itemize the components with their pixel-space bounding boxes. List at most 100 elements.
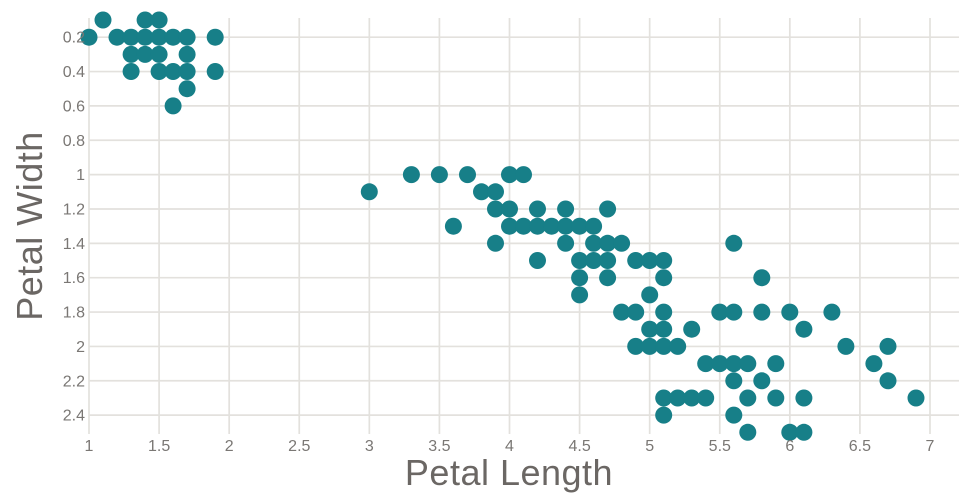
- x-tick-label: 3.5: [428, 438, 450, 455]
- data-point: [599, 252, 617, 269]
- data-point: [781, 423, 799, 441]
- x-tick-label: 5: [645, 438, 654, 455]
- y-tick-label: 0.2: [63, 30, 85, 47]
- data-point: [150, 45, 168, 63]
- data-point: [515, 166, 532, 184]
- data-point: [655, 320, 673, 338]
- data-point: [627, 303, 645, 321]
- x-tick-label: 4: [505, 438, 514, 455]
- data-point: [206, 63, 224, 80]
- data-point: [669, 337, 687, 355]
- data-point: [80, 28, 98, 46]
- data-point: [781, 303, 799, 321]
- data-point: [613, 234, 631, 252]
- data-point: [487, 183, 504, 201]
- data-point: [557, 234, 575, 252]
- x-tick-label: 5.5: [709, 438, 731, 455]
- data-point: [585, 234, 603, 252]
- data-point: [501, 217, 518, 235]
- y-tick-label: 0.8: [63, 133, 85, 150]
- data-points: [80, 11, 925, 441]
- y-tick-label: 1.4: [63, 236, 85, 253]
- data-point: [753, 269, 771, 287]
- data-point: [739, 389, 757, 407]
- data-point: [529, 200, 546, 218]
- data-point: [178, 63, 196, 80]
- data-point: [529, 252, 546, 269]
- data-point: [599, 200, 617, 218]
- data-point: [641, 252, 659, 269]
- data-point: [907, 389, 925, 407]
- data-point: [444, 217, 462, 235]
- data-point: [655, 269, 673, 287]
- y-tick-label: 0.6: [63, 98, 85, 115]
- data-point: [627, 252, 645, 269]
- data-point: [459, 166, 476, 184]
- data-point: [557, 217, 575, 235]
- data-point: [178, 80, 196, 98]
- data-point: [669, 389, 687, 407]
- x-tick-label: 3: [365, 438, 374, 455]
- y-tick-label: 2.2: [63, 373, 85, 390]
- data-point: [94, 11, 112, 29]
- data-point: [487, 200, 504, 218]
- data-point: [515, 217, 532, 235]
- x-tick-label: 7: [926, 438, 935, 455]
- y-axis-title: Petal Width: [9, 131, 50, 321]
- data-point: [543, 217, 561, 235]
- data-point: [739, 355, 757, 373]
- data-point: [150, 11, 168, 29]
- data-point: [655, 337, 673, 355]
- x-tick-label: 4.5: [568, 438, 590, 455]
- x-tick-label: 2: [225, 438, 234, 455]
- x-tick-label: 6: [785, 438, 794, 455]
- data-point: [795, 320, 813, 338]
- x-tick-label: 1: [85, 438, 94, 455]
- data-point: [725, 234, 743, 252]
- data-point: [865, 355, 883, 373]
- data-point: [879, 337, 897, 355]
- data-point: [627, 337, 645, 355]
- data-point: [725, 303, 743, 321]
- data-point: [571, 252, 589, 269]
- y-tick-label: 1: [76, 167, 85, 184]
- data-point: [599, 269, 617, 287]
- data-point: [655, 389, 673, 407]
- data-point: [585, 252, 603, 269]
- data-point: [641, 286, 659, 304]
- data-point: [879, 372, 897, 390]
- y-tick-label: 2: [76, 339, 85, 356]
- data-point: [711, 303, 729, 321]
- data-point: [641, 337, 659, 355]
- data-point: [795, 389, 813, 407]
- data-point: [178, 45, 196, 63]
- data-point: [725, 372, 743, 390]
- data-point: [641, 320, 659, 338]
- y-tick-label: 0.4: [63, 64, 85, 81]
- data-point: [122, 63, 140, 80]
- data-point: [725, 406, 743, 424]
- data-point: [206, 28, 224, 46]
- data-point: [164, 28, 182, 46]
- data-point: [739, 423, 757, 441]
- data-point: [136, 11, 154, 29]
- data-point: [753, 303, 771, 321]
- data-point: [683, 389, 701, 407]
- x-tick-label: 6.5: [849, 438, 871, 455]
- data-point: [501, 166, 518, 184]
- data-point: [136, 28, 154, 46]
- data-point: [823, 303, 841, 321]
- data-point: [529, 217, 546, 235]
- data-point: [501, 200, 518, 218]
- data-point: [725, 355, 743, 373]
- data-point: [711, 355, 729, 373]
- data-point: [683, 320, 701, 338]
- data-point: [837, 337, 855, 355]
- data-point: [585, 217, 603, 235]
- x-axis-title: Petal Length: [405, 452, 613, 493]
- y-axis-tick-labels: 0.2 0.4 0.6 0.8 1 1.2 1.4 1.6 1.8 2 2.2 2.4: [63, 30, 85, 425]
- data-point: [767, 355, 785, 373]
- data-point: [655, 252, 673, 269]
